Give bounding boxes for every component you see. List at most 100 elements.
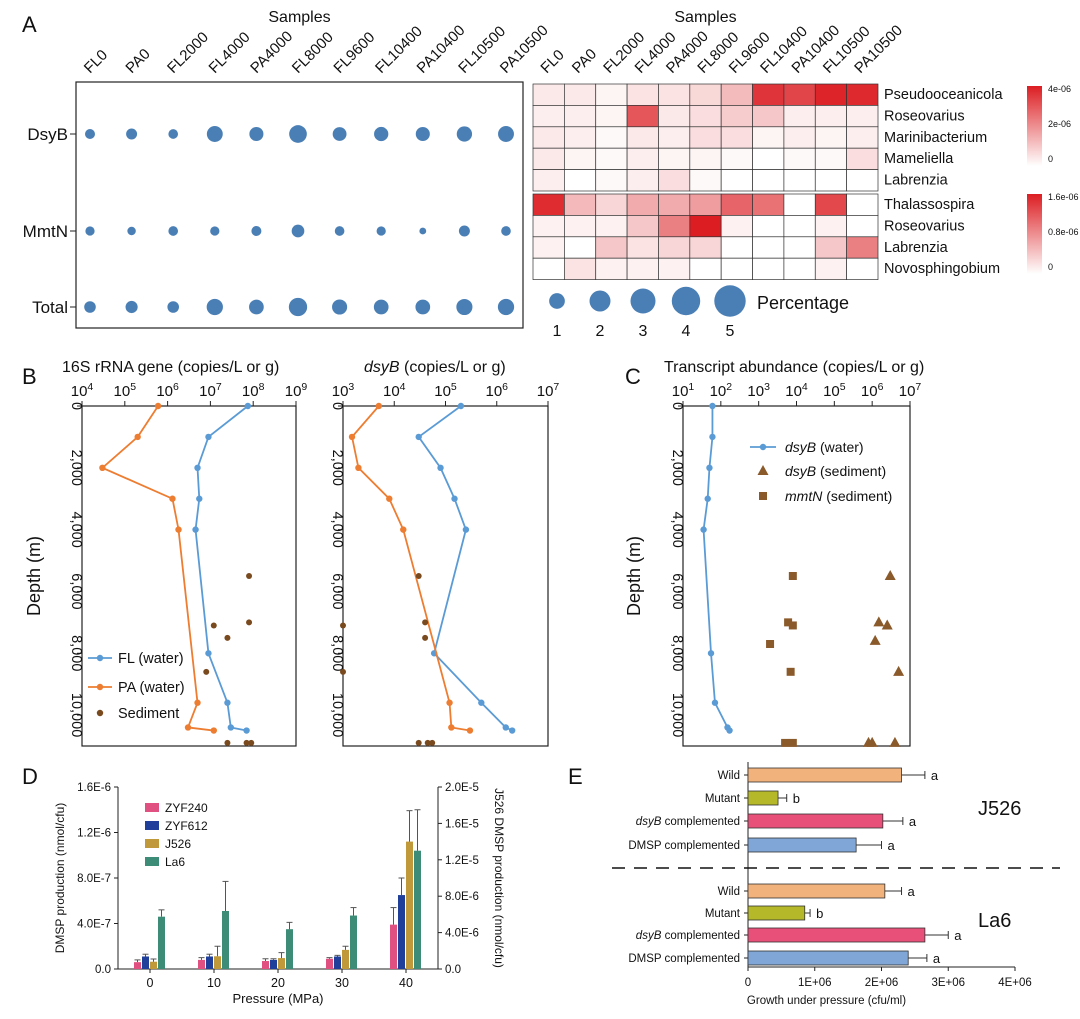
heatmap-cell [532,215,565,238]
legend-label: PA (water) [118,680,185,696]
y-tick-label: 4.0E-7 [77,919,111,931]
legend-label: ZYF240 [165,801,208,815]
heatmap-cell [846,105,879,128]
heatmap-cell [564,169,597,192]
category-label: Wild [718,770,740,782]
x-tick-label: 106 [156,381,179,400]
heatmap-cell [658,105,691,128]
heatmap-cell [689,126,722,149]
heatmap-cell [626,169,659,192]
y-axis-label: DMSP production (nmol/cfu) [53,803,67,954]
data-point [194,464,201,472]
data-point [192,526,199,533]
legend-swatch [145,857,159,866]
y-axis-label: Depth (m) [24,536,44,616]
x-tick-label: 0 [147,976,154,990]
colorbar-tick-label: 0 [1048,154,1053,164]
x-tick-label: 0 [745,977,751,989]
heatmap-cell [564,236,597,259]
y-tick-label: 2,000 [669,450,685,486]
series-line [417,405,513,732]
bar [342,949,349,969]
x-tick-label: 105 [114,381,137,400]
y-tick-label: 4,000 [669,511,685,547]
size-legend-value: 4 [682,323,691,340]
heatmap-cell [532,169,565,192]
heatmap-cell [783,215,816,238]
bubble [419,227,427,235]
legend-label: mmtN (sediment) [785,488,892,504]
data-point [866,736,878,747]
bar [326,958,333,969]
data-point [210,622,217,629]
heatmap-cell [658,126,691,149]
legend-label: J526 [165,837,191,851]
heatmap-cell [720,126,753,149]
data-point [203,668,210,675]
y-tick-label: 2,000 [68,450,84,486]
heatmap-cell [720,169,753,192]
bar [222,910,229,969]
heatmap-cell [532,105,565,128]
x-tick-label: 106 [485,381,508,400]
bubble-row-label: Total [32,298,68,317]
legend-swatch [145,803,159,812]
bubble [498,126,514,142]
bar [747,837,857,853]
chart-title: Transcript abundance (copies/L or g) [664,359,924,376]
category-label: Wild [718,886,740,898]
size-legend-bubble [589,290,611,312]
data-point [502,724,509,731]
data-point [210,727,217,734]
chart-title: 16S rRNA gene (copies/L or g) [62,359,279,376]
legend-swatch [145,839,159,848]
bubble [458,225,470,237]
bar [206,956,213,969]
panel-label-e: E [568,764,583,789]
heatmap-sample-label: FL0 [537,47,567,77]
legend-label: Sediment [118,706,179,722]
y-tick-label: 10,000 [329,693,345,737]
heatmap-cell [658,215,691,238]
bubble [249,299,264,315]
bar [262,961,269,969]
data-point [134,433,141,441]
x-tick-label: 108 [242,381,265,400]
heatmap-cell [658,236,691,259]
data-point [707,650,715,657]
y-tick-label: 4,000 [68,511,84,547]
bar [150,961,157,969]
data-point [788,738,797,747]
data-point [355,464,362,472]
x-axis-label: Growth under pressure (cfu/ml) [747,995,906,1007]
data-point [243,727,250,734]
heatmap-cell [689,147,722,170]
heatmap-cell [658,169,691,192]
x-tick-label: 104 [785,381,808,400]
bar [334,956,341,969]
data-point [415,573,422,579]
data-point [873,616,885,627]
bubble [456,126,473,142]
data-point [248,739,255,746]
x-tick-label: 109 [285,381,308,400]
data-point [884,570,896,580]
data-point [340,668,346,675]
heatmap-cell [658,147,691,170]
data-point [244,402,252,410]
heatmap-cell [752,257,785,280]
data-point [448,724,455,731]
category-label: Mutant [705,793,741,805]
y2-tick-label: 4.0E-6 [445,928,479,940]
heatmap-cell [752,215,785,238]
data-point [706,464,713,472]
bubble [456,298,473,316]
y-axis-label: Depth (m) [624,536,644,616]
data-point [881,619,893,630]
bubble [206,298,223,316]
series-line [702,406,731,732]
legend-swatch [145,821,159,830]
heatmap-cell [564,147,597,170]
colorbar-tick-label: 2e-06 [1048,119,1071,129]
x-tick-label: 104 [71,381,94,400]
